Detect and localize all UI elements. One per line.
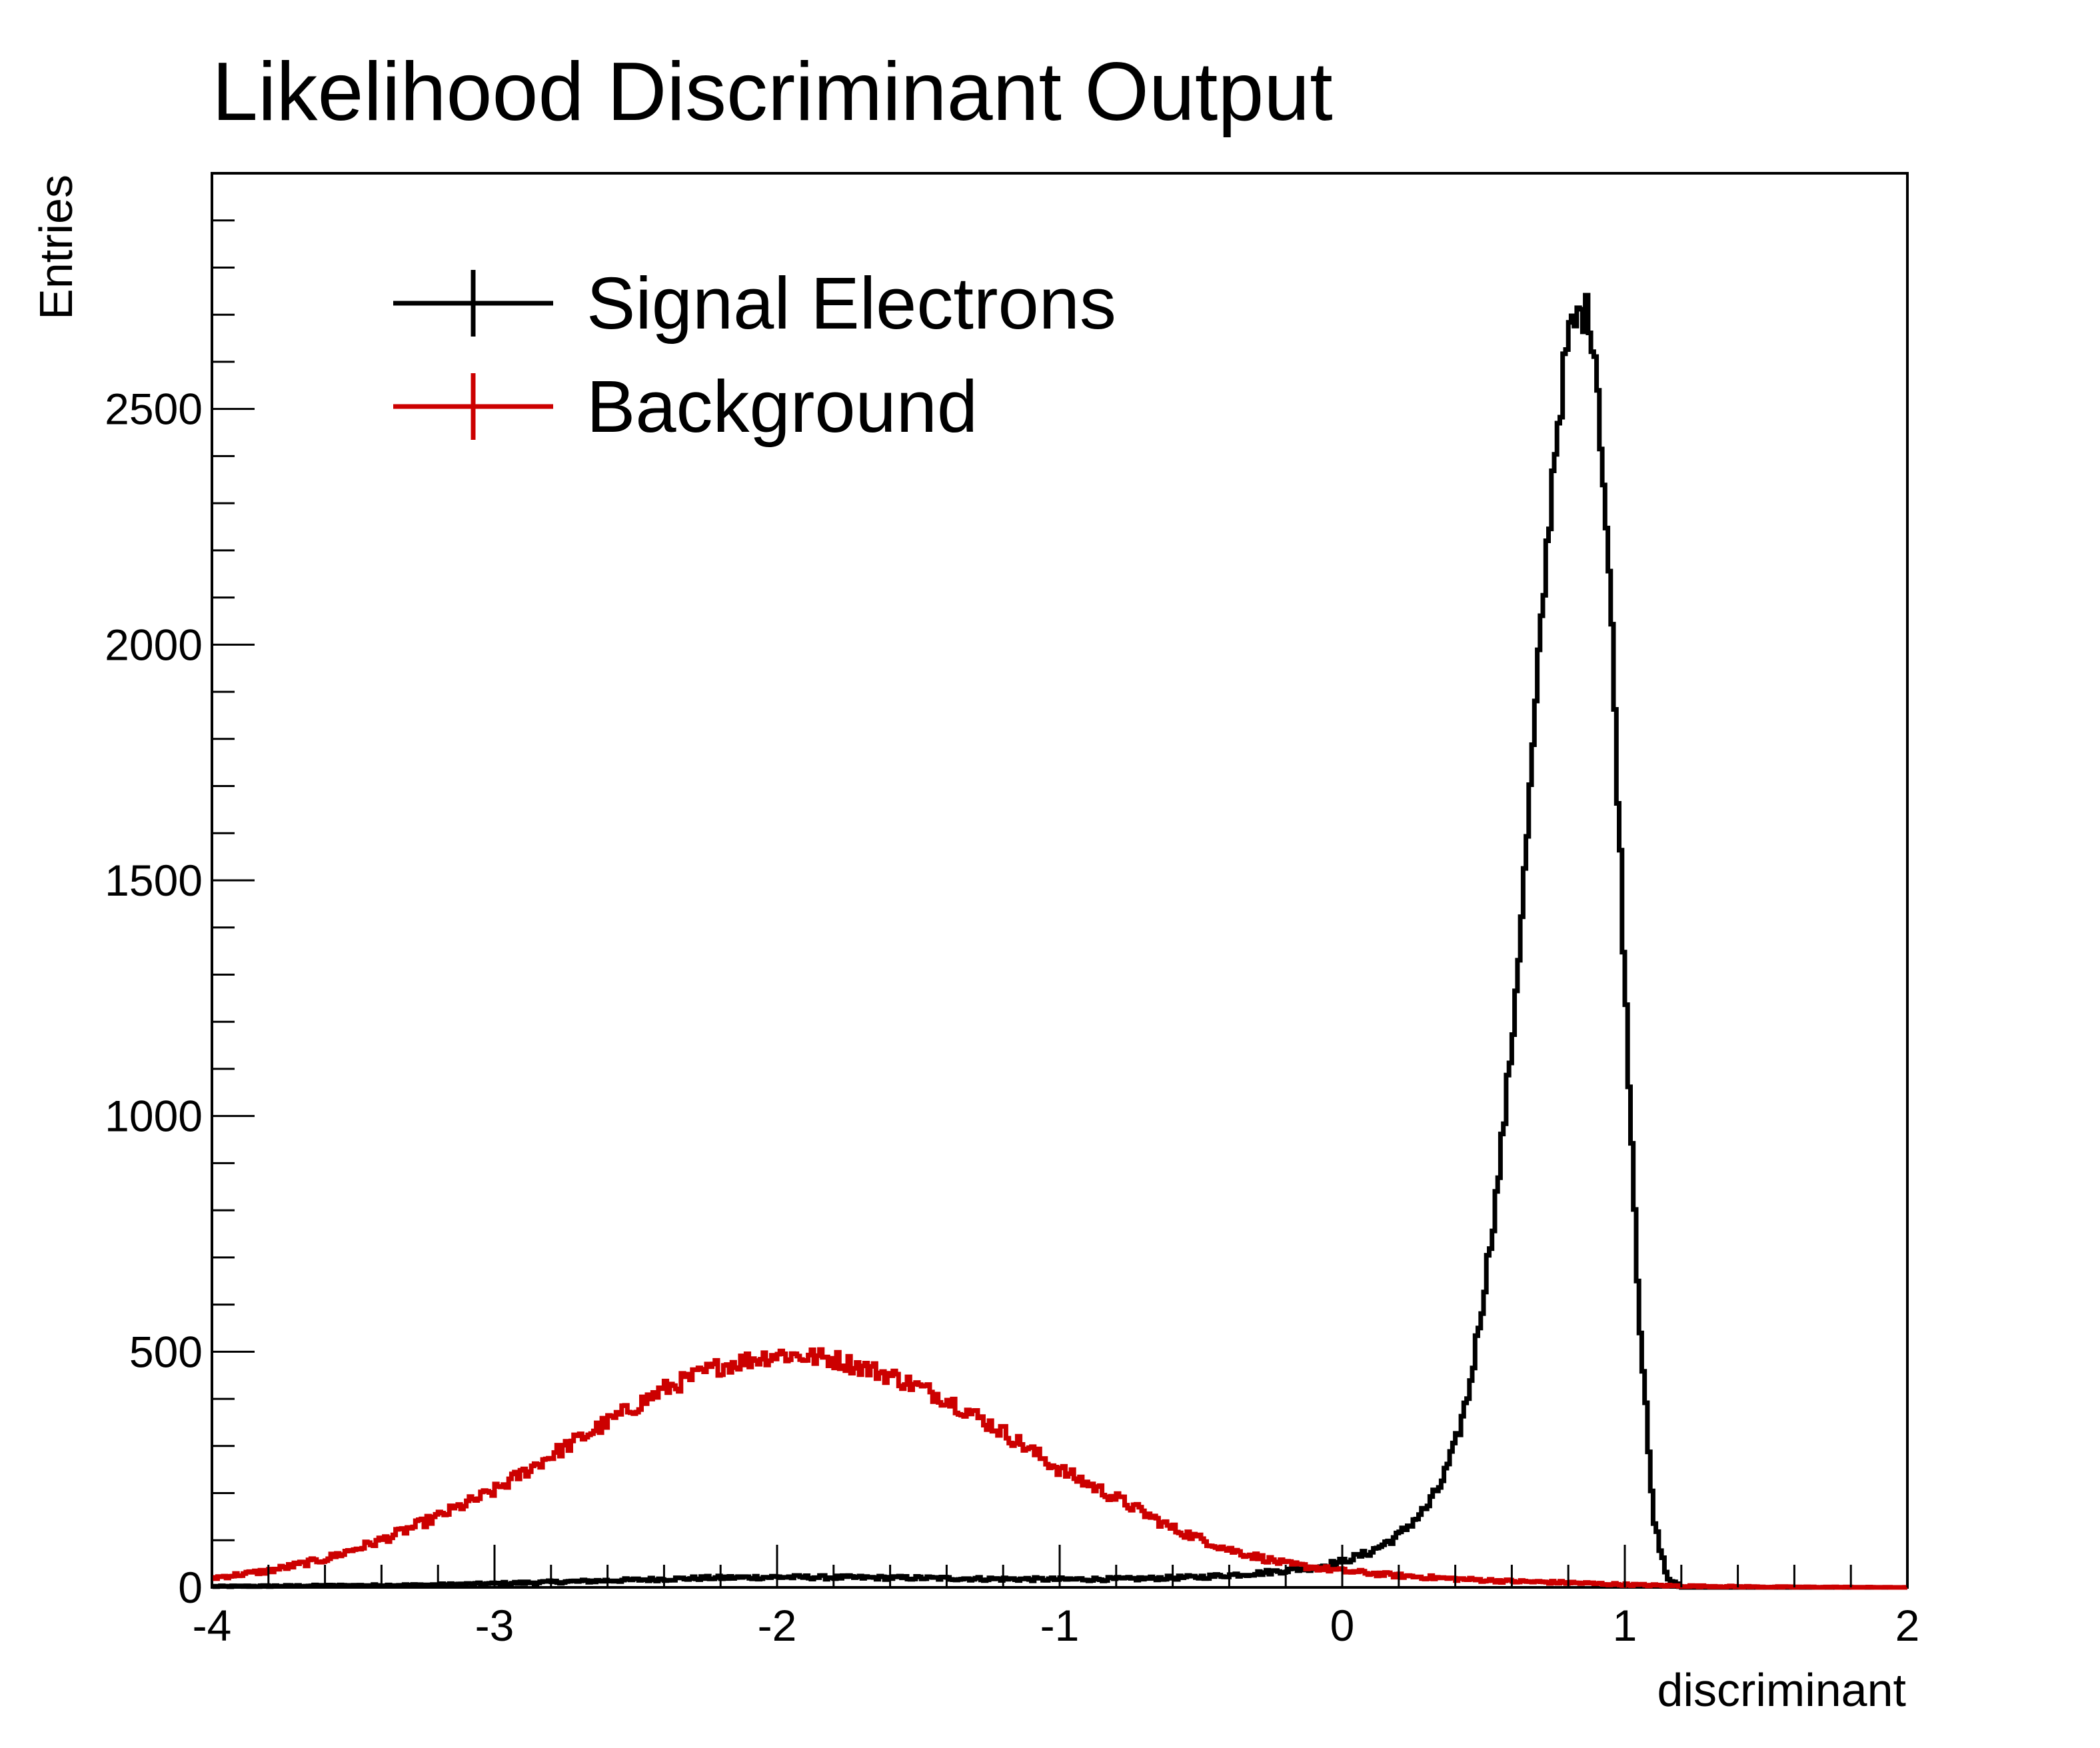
- y-tick-label: 0: [178, 1563, 203, 1612]
- series-line-signal: [212, 293, 1907, 1590]
- y-tick-label: 2500: [105, 385, 203, 434]
- y-tick-label: 2000: [105, 620, 203, 669]
- y-tick-label: 1500: [105, 856, 203, 905]
- x-axis-title: discriminant: [1657, 1664, 1906, 1716]
- x-tick-label: 1: [1613, 1601, 1637, 1650]
- x-tick-label: 2: [1895, 1601, 1920, 1650]
- x-tick-label: -2: [758, 1601, 797, 1650]
- x-tick-label: -1: [1040, 1601, 1080, 1650]
- series-line-background: [212, 1347, 1907, 1590]
- x-tick-label: 0: [1330, 1601, 1355, 1650]
- y-tick-label: 1000: [105, 1092, 203, 1141]
- y-tick-label: 500: [129, 1327, 203, 1376]
- legend: Signal Electrons Background: [393, 263, 1116, 448]
- plot-area: [212, 293, 1907, 1590]
- plot-frame: [211, 172, 1909, 1589]
- chart-title: Likelihood Discriminant Output: [212, 46, 1333, 138]
- x-tick-label: -3: [475, 1601, 515, 1650]
- x-tick-label: -4: [193, 1601, 232, 1650]
- x-axis: -4 -3 -2 -1 0 1 2: [193, 1545, 1920, 1650]
- legend-label: Signal Electrons: [586, 263, 1116, 345]
- y-axis: 0 500 1000 1500 2000 2500: [105, 219, 255, 1612]
- y-axis-title: Entries: [30, 175, 82, 320]
- legend-label: Background: [586, 366, 978, 448]
